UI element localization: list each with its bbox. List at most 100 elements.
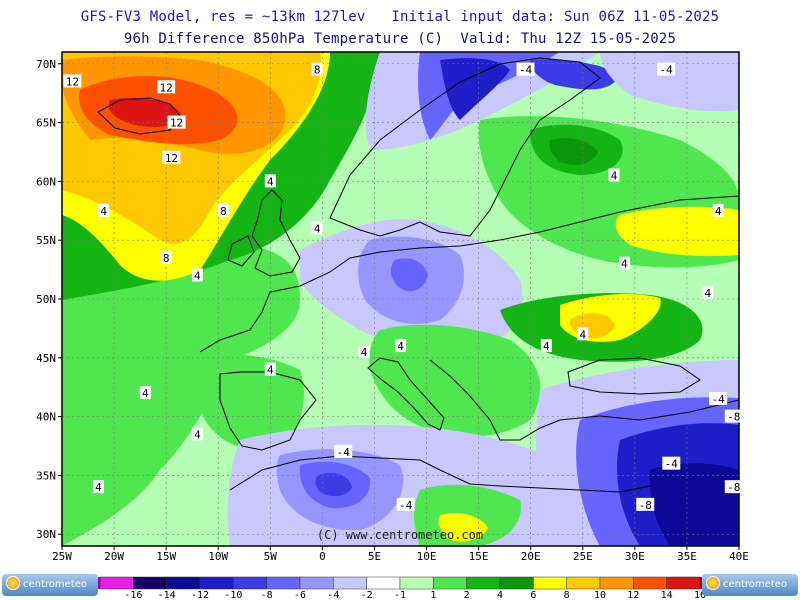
contour-label-box [311,221,323,235]
contour-label-text: 4 [194,269,201,282]
contour-label-text: 4 [397,340,404,353]
watermark: (C) www.centrometeo.com [317,528,483,542]
field-atlas-darkblue [315,473,352,497]
colorbar-label: 16 [694,590,706,600]
contour-label-box [724,409,743,423]
contour-label-text: -4 [399,499,413,512]
contour-label-text: 4 [621,258,628,271]
contour-label-box [618,256,630,270]
contour-label-box [702,286,714,300]
centrometeo-logo-left: centrometeo [2,574,98,596]
contour-label: 4 [712,203,724,218]
colorbar-swatch [99,576,134,590]
contour-label: 4 [540,339,552,353]
contour-label: 8 [217,203,229,218]
colorbar-swatch [233,576,267,590]
contour-label-box [191,268,203,282]
coastline-scandinavia [329,57,601,237]
contour-label-text: 12 [160,81,173,94]
coastline-british-isles [227,189,301,277]
contour-label: 12 [162,150,181,165]
latitude-ticks: 70N 65N 60N 55N 50N 45N 40N 35N 30N [36,58,62,541]
contour-label: 4 [577,327,589,341]
lon-tick-label: 20W [104,550,124,563]
contour-label: -4 [516,62,535,77]
contour-label: 4 [264,362,276,377]
field-libya-yellow [438,513,488,542]
colorbar-swatch [299,576,334,590]
longitude-ticks: 25W 20W 15W 10W 5W 0 5E 10E 15E 20E 25E 30E 35E 40E [52,546,749,563]
colorbar-swatch [566,576,601,590]
colorbar-swatch [533,576,567,590]
contour-label: 4 [92,480,104,494]
graticule [62,52,739,546]
contour-label-box [334,444,353,458]
contour-label-text: -8 [727,411,740,424]
contour-label-box [160,250,172,264]
lon-tick-label: 5W [264,550,278,563]
contour-label-box [636,497,655,511]
colorbar-label: 2 [464,590,470,600]
colorbar-swatch [366,576,401,590]
contour-label-text: 8 [314,64,321,77]
contour-label: -4 [709,391,728,406]
contour-label: 4 [395,339,406,353]
lon-tick-label: 5E [368,550,381,563]
contour-label-box [63,74,82,88]
contour-label-box [311,62,323,76]
contour-label-text: 4 [267,175,274,188]
colorbar-label: -8 [261,590,273,600]
colorbar-label: -10 [224,590,242,600]
coastline-europe [199,195,739,353]
lat-tick-label: 55N [36,234,56,247]
lat-tick-label: 40N [36,411,56,424]
contour-label-box [157,80,176,94]
contour-label-text: 12 [66,75,79,88]
field-central-europe-midblue [390,258,428,292]
colorbar-label: 12 [627,590,639,600]
sun-icon [706,576,720,590]
contour-label-text: 4 [704,287,711,300]
lat-tick-label: 45N [36,352,56,365]
contour-label-text: 4 [579,328,586,341]
lon-tick-label: 15E [469,550,489,563]
colorbar-swatch [666,576,701,590]
field-east-med-navy [649,463,739,546]
contour-label-text: -8 [727,481,740,494]
contour-label-text: -4 [712,393,726,406]
contour-label-box [191,427,203,441]
field-scandinavia-darkblue [440,58,510,120]
contour-label-box [662,456,681,470]
contour-label: -4 [334,444,353,459]
contour-label: 4 [264,174,276,188]
contour-label-box [657,62,676,76]
colorbar-label: -16 [124,590,142,600]
contour-label-text: -8 [639,499,652,512]
lon-tick-label: 25E [573,550,593,563]
contour-label-text: -4 [519,64,533,77]
field-northwest-darkred [108,98,181,127]
contour-label: -4 [662,456,681,471]
contour-label-text: 8 [220,205,227,218]
contour-label: -8 [636,497,655,512]
field-russia-yellow [615,206,739,257]
contour-label-text: 4 [314,222,321,235]
colorbar-label: -14 [158,590,176,600]
colorbar-swatch [599,576,634,590]
contour-label: -8 [724,480,743,494]
field-northeast-lightblue [600,52,739,112]
contour-label: 8 [311,62,323,77]
contour-label-text: 12 [170,117,183,130]
field-finland-green [549,138,598,165]
sun-icon [6,576,20,590]
lat-tick-label: 30N [36,528,56,541]
contour-label-text: -4 [337,446,351,459]
contour-label-text: 4 [611,170,618,183]
contour-label: 12 [63,74,82,88]
contour-label-box [358,344,370,358]
coastline-black-sea [567,357,701,395]
coastline-italy [367,357,445,431]
colorbar-label: 14 [661,590,673,600]
contour-label: -4 [657,62,676,77]
